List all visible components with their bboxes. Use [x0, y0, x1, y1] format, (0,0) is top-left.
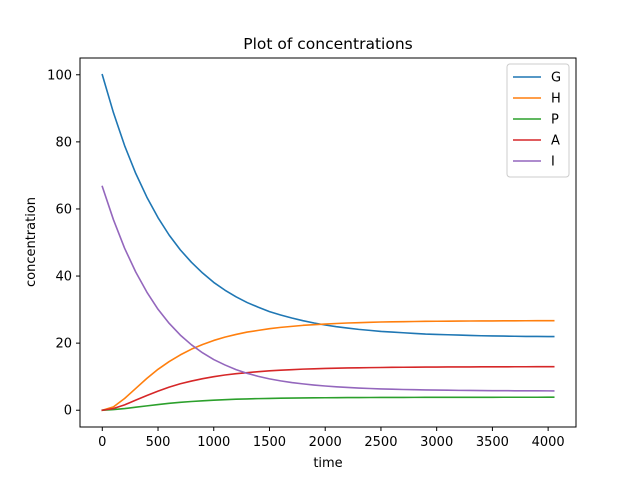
- legend-label-G: G: [551, 71, 561, 86]
- x-axis: 0 500 1000 1500 2000 2500 3000 3500 4000: [98, 427, 565, 450]
- x-tick-label: 1000: [197, 435, 230, 450]
- legend-label-H: H: [551, 92, 561, 107]
- series-line-P: [101, 396, 555, 412]
- x-tick-label: 1500: [253, 435, 286, 450]
- x-tick-label: 2500: [364, 435, 397, 450]
- chart-title: Plot of concentrations: [243, 35, 412, 53]
- plot-area: [101, 73, 555, 412]
- x-tick-label: 3500: [476, 435, 509, 450]
- plot-frame: [79, 57, 577, 428]
- legend-box: [506, 63, 570, 178]
- legend-label-A: A: [551, 134, 560, 149]
- series-line-A: [101, 365, 555, 412]
- legend-label-P: P: [551, 113, 559, 128]
- y-axis: 0 20 40 60 80 100: [47, 68, 80, 419]
- x-tick-label: 2000: [309, 435, 342, 450]
- y-tick-label: 100: [47, 68, 72, 83]
- series-line-H: [101, 319, 555, 412]
- y-tick-label: 0: [64, 404, 72, 419]
- y-tick-label: 80: [55, 135, 72, 150]
- y-axis-label: concentration: [24, 197, 39, 287]
- y-tick-label: 40: [55, 270, 72, 285]
- x-tick-label: 4000: [532, 435, 565, 450]
- y-tick-label: 20: [55, 337, 72, 352]
- series-line-I: [101, 185, 555, 392]
- y-tick-label: 60: [55, 202, 72, 217]
- series-line-G: [101, 73, 555, 338]
- x-axis-label: time: [313, 456, 342, 471]
- x-tick-label: 3000: [420, 435, 453, 450]
- legend-label-I: I: [551, 155, 555, 170]
- x-tick-label: 500: [146, 435, 171, 450]
- x-tick-label: 0: [98, 435, 106, 450]
